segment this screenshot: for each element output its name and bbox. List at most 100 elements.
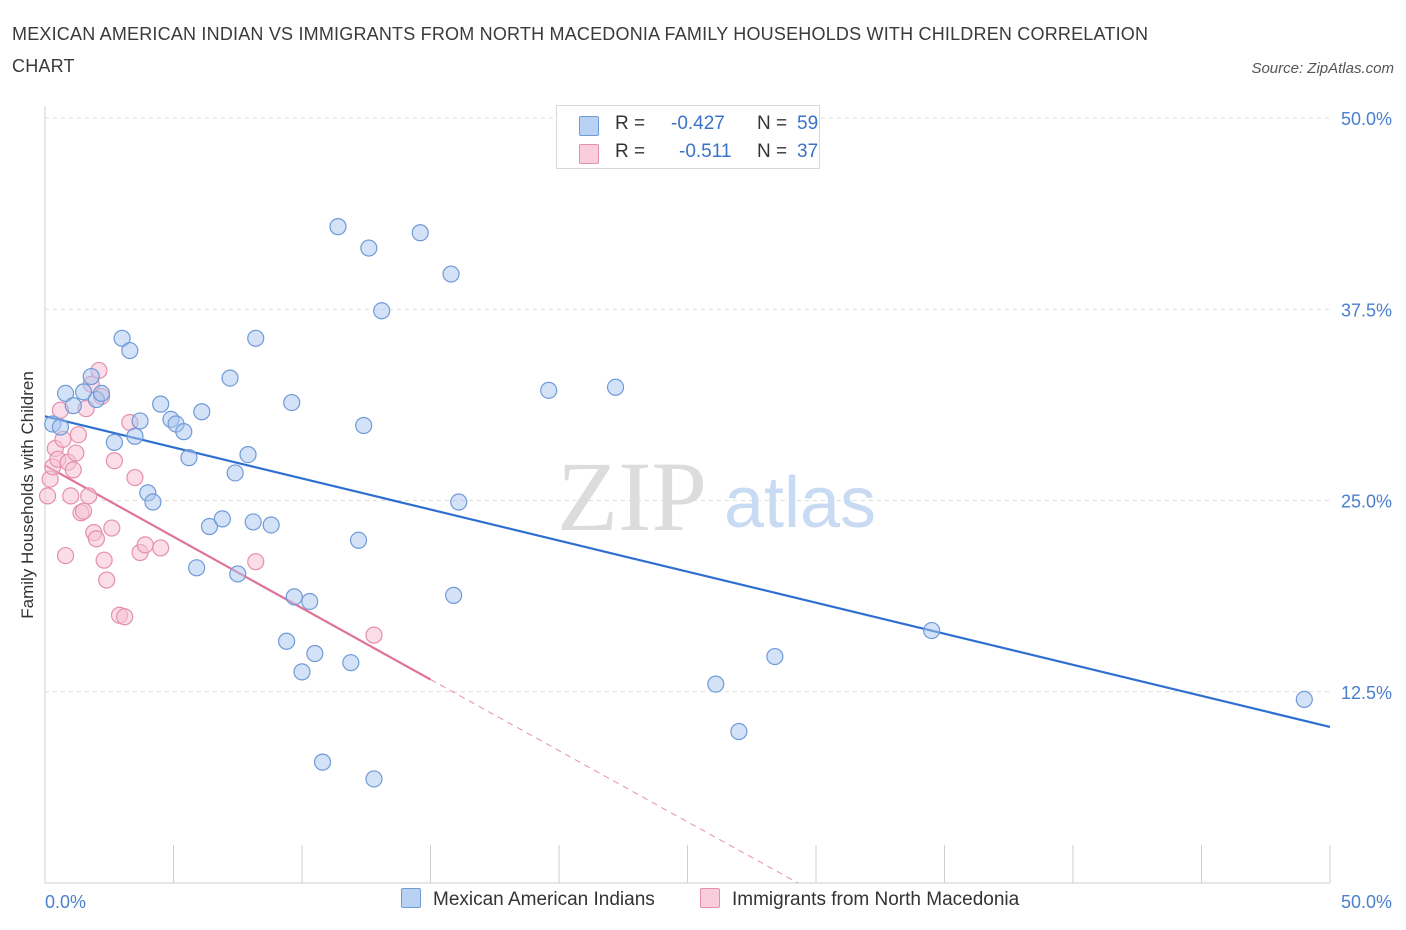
r-value-pink: -0.511 — [679, 141, 732, 162]
y-tick-label: 25.0% — [1341, 492, 1392, 512]
data-point-blue — [730, 722, 748, 741]
data-point-blue — [74, 383, 93, 401]
data-point-blue — [247, 329, 265, 347]
data-point-blue — [450, 493, 468, 511]
legend-pink-label: Immigrants from North Macedonia — [732, 889, 1020, 910]
r-label: R = — [615, 113, 646, 134]
data-point-blue — [121, 341, 139, 360]
data-point-blue — [360, 239, 378, 257]
data-point-pink — [67, 444, 85, 462]
data-point-blue — [442, 265, 460, 283]
data-point-pink — [136, 536, 154, 554]
data-point-blue — [56, 384, 75, 402]
data-point-blue — [349, 531, 368, 549]
data-point-blue — [152, 395, 170, 413]
data-point-blue — [244, 513, 262, 531]
legend-blue-swatch — [401, 888, 421, 908]
legend-item-mexican-american-indians[interactable]: Mexican American Indians — [401, 888, 655, 911]
data-point-pink — [69, 426, 88, 444]
data-point-blue — [285, 588, 303, 606]
n-value-blue: 59 — [797, 113, 819, 134]
data-point-blue — [411, 224, 429, 242]
data-point-pink — [64, 461, 82, 479]
data-point-pink — [95, 551, 113, 569]
y-axis-label: Family Households with Children — [18, 371, 37, 619]
stats-legend: R = -0.427 N = 59 R = -0.511 N = 37 — [556, 105, 820, 169]
axes — [44, 106, 1331, 884]
pink-swatch — [579, 144, 599, 164]
data-point-blue — [64, 397, 82, 415]
watermark: ZIP atlas — [557, 441, 876, 552]
data-point-blue — [923, 621, 941, 640]
data-point-blue — [51, 418, 70, 436]
grid-lines — [45, 117, 1330, 693]
n-value-pink: 37 — [797, 141, 819, 162]
n-label: N = — [757, 113, 788, 134]
watermark-zip: ZIP — [557, 441, 707, 552]
chart-title: MEXICAN AMERICAN INDIAN VS IMMIGRANTS FR… — [12, 24, 1149, 76]
data-point-blue — [277, 632, 296, 650]
y-tick-label: 50.0% — [1341, 109, 1392, 129]
data-point-blue — [329, 218, 347, 236]
trendline-pink-extension — [430, 679, 799, 884]
data-point-blue — [262, 516, 280, 534]
data-point-blue — [301, 592, 319, 611]
data-point-blue — [113, 329, 131, 347]
data-point-blue — [144, 493, 162, 511]
data-point-blue — [540, 381, 558, 399]
data-point-pink — [56, 546, 75, 565]
tick-labels: 12.5% 25.0% 37.5% 50.0% 0.0% 50.0% — [45, 109, 1392, 912]
r-label: R = — [615, 141, 646, 162]
data-point-blue — [221, 369, 239, 387]
x-tick-label: 50.0% — [1341, 892, 1392, 912]
data-point-blue — [766, 647, 784, 666]
data-point-pink — [38, 487, 57, 505]
watermark-atlas: atlas — [724, 463, 876, 543]
data-point-blue — [193, 403, 211, 421]
y-tick-label: 37.5% — [1341, 300, 1392, 320]
data-point-blue — [342, 654, 360, 672]
data-point-blue — [606, 378, 625, 396]
data-point-blue — [445, 586, 463, 604]
legend-item-immigrants-north-macedonia[interactable]: Immigrants from North Macedonia — [700, 888, 1019, 911]
data-point-pink — [62, 487, 80, 505]
trendline-blue — [44, 415, 1331, 729]
series-pink-points — [38, 361, 383, 644]
data-point-pink — [365, 626, 383, 644]
data-point-blue — [92, 384, 111, 402]
data-point-blue — [365, 770, 383, 788]
blue-swatch — [579, 116, 599, 136]
n-label: N = — [757, 141, 788, 162]
data-point-blue — [188, 559, 206, 577]
data-point-blue — [200, 517, 219, 536]
data-point-blue — [213, 510, 231, 528]
data-point-blue — [82, 367, 100, 386]
legend-blue-label: Mexican American Indians — [433, 889, 655, 910]
y-tick-label: 12.5% — [1341, 683, 1392, 703]
data-point-pink — [103, 519, 121, 537]
data-point-pink — [87, 530, 106, 548]
legend-pink-swatch — [700, 888, 720, 908]
data-point-blue — [126, 427, 144, 445]
data-point-pink — [74, 502, 93, 520]
data-point-blue — [105, 433, 123, 451]
data-point-pink — [247, 553, 265, 571]
data-point-blue — [180, 449, 198, 467]
data-point-pink — [80, 487, 98, 505]
data-point-blue — [283, 393, 301, 412]
data-point-blue — [1295, 690, 1313, 709]
series-blue-points — [44, 218, 1313, 788]
data-point-pink — [98, 571, 116, 589]
data-point-blue — [131, 412, 149, 430]
data-point-pink — [152, 539, 170, 557]
data-point-blue — [293, 663, 311, 681]
data-point-blue — [306, 644, 324, 663]
data-point-blue — [373, 302, 391, 320]
x-tick-label: 0.0% — [45, 892, 86, 912]
data-point-blue — [226, 464, 244, 482]
data-point-blue — [707, 675, 725, 693]
data-point-pink — [116, 608, 134, 626]
data-point-blue — [355, 416, 373, 435]
data-point-blue — [175, 423, 193, 441]
